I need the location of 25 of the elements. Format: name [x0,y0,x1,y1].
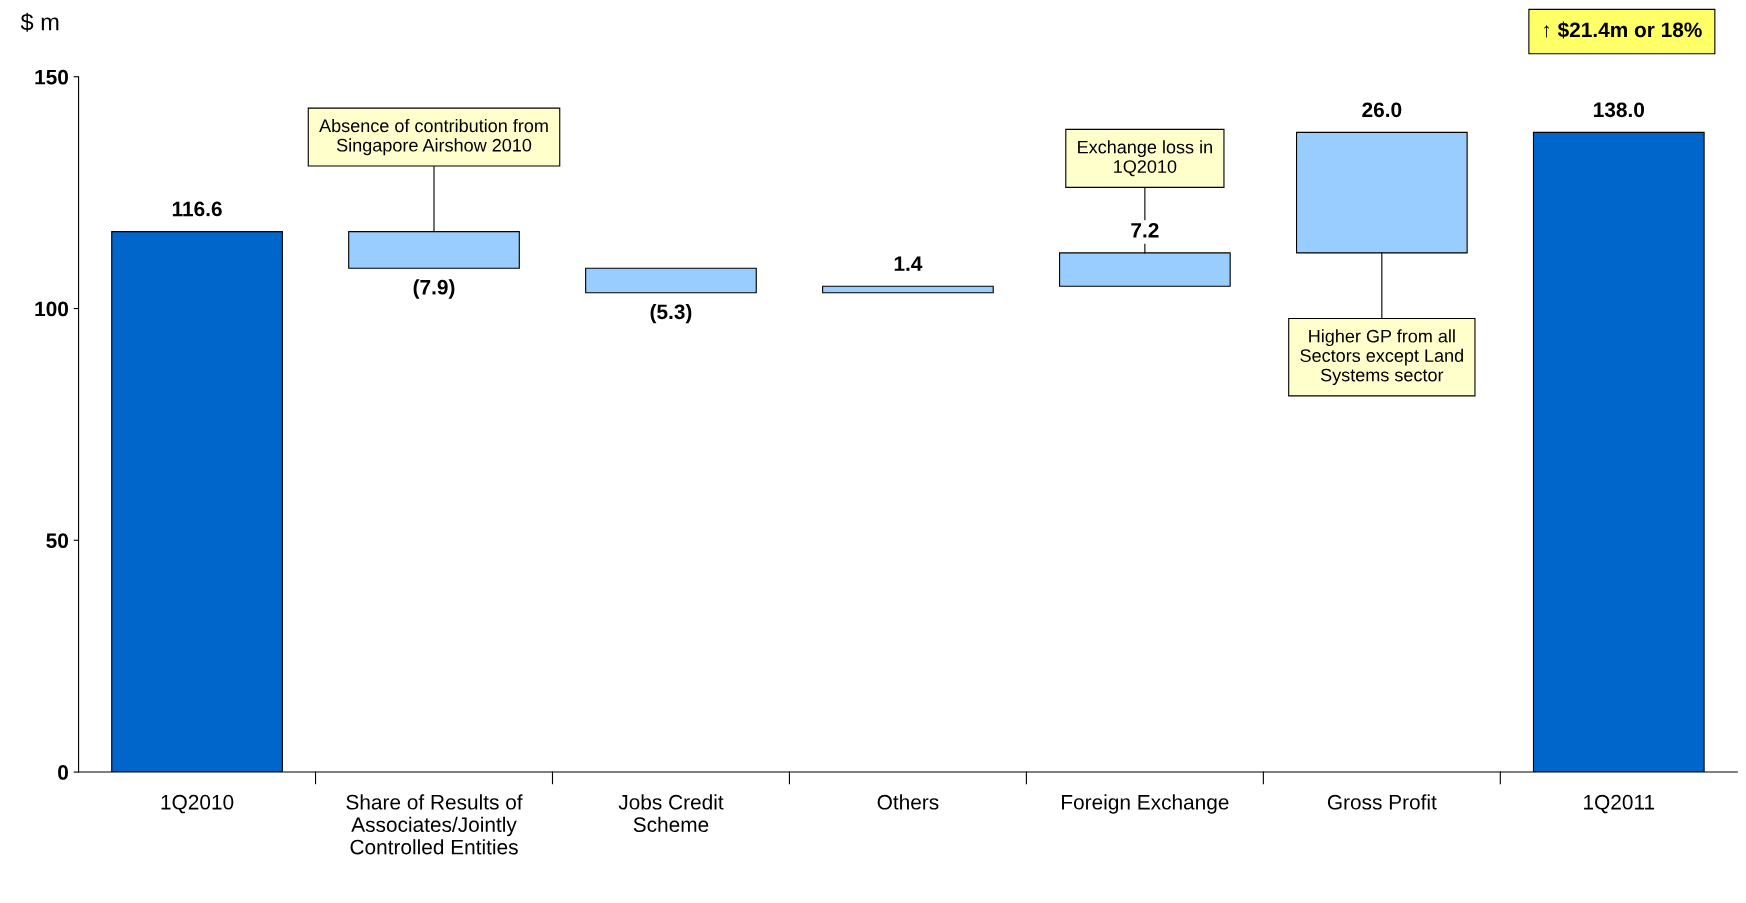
data-label: 7.2 [1131,222,1159,238]
text: ↑ $21.4m or 18% [1544,21,1702,39]
x-tick-label: Foreign Exchange [1062,794,1229,814]
data-label: 138.0 [1594,102,1645,118]
x-tick-label: Share of Results of Associates/Jointly Controlled Entities [346,794,523,855]
annotation: Absence of contribution from Singapore Airshow 2010 [319,118,548,156]
x-tick-label: 1Q2011 [1584,794,1655,814]
y-tick-label: 0 [58,765,68,780]
y-tick-label: 150 [35,69,68,85]
x-tick-label: Gross Profit [1327,794,1437,810]
x-tick-label: 1Q2010 [161,794,234,814]
x-tick-label: Others [877,794,939,810]
bar [822,285,994,294]
y-axis-title: $ m [20,12,59,32]
data-label: (5.3) [650,303,692,324]
x-tick-label: Jobs Credit Scheme [618,794,724,833]
bar [585,267,757,294]
annotation: Higher GP from all Sectors except Land Systems sector [1300,329,1463,386]
data-label: 26.0 [1362,102,1402,118]
y-tick-label: 100 [35,301,68,317]
data-label: 116.6 [172,201,222,217]
y-tick-label: 50 [46,533,68,549]
data-label: 1.4 [894,256,923,271]
annotation: Exchange loss in 1Q2010 [1078,140,1212,177]
data-label: (7.9) [413,279,455,299]
